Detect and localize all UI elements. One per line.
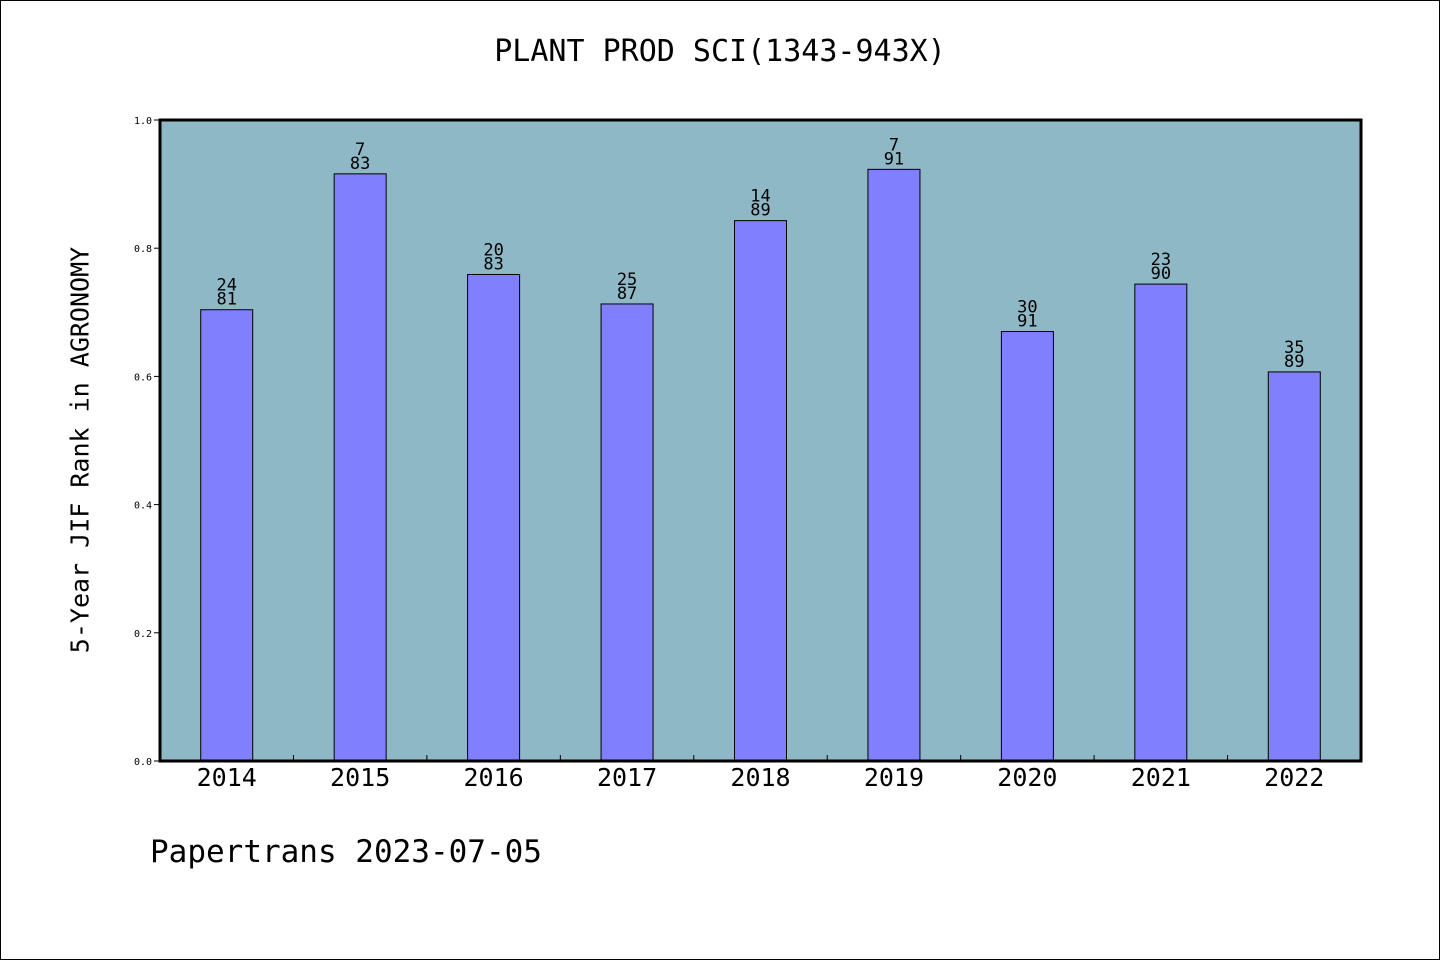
bar-2014 <box>200 309 254 762</box>
bar-2016 <box>467 273 521 762</box>
bar-2017 <box>600 303 654 762</box>
footer-text: Papertrans 2023-07-05 <box>150 834 542 870</box>
data-label-total-2016: 83 <box>483 254 503 274</box>
data-label-total-2015: 83 <box>350 154 370 174</box>
bar-2021 <box>1134 283 1188 762</box>
bar-2018 <box>734 220 787 762</box>
data-label-rank-2021: 23 <box>1151 250 1171 270</box>
y-tick-label-0.0: 0.0 <box>134 757 152 768</box>
y-tick-label-0.4: 0.4 <box>134 501 152 512</box>
data-label-total-2017: 87 <box>617 284 637 304</box>
y-tick-label-0.8: 0.8 <box>134 244 152 255</box>
bar-2020 <box>1000 331 1054 762</box>
data-label-total-2019: 91 <box>884 149 904 169</box>
x-tick-label-2015: 2015 <box>330 763 390 792</box>
data-label-total-2014: 81 <box>216 290 236 310</box>
x-tick-label-2020: 2020 <box>997 763 1057 792</box>
data-label-rank-2019: 7 <box>889 135 899 155</box>
x-tick-label-2016: 2016 <box>464 763 524 792</box>
data-label-rank-2017: 25 <box>617 270 637 290</box>
bar-2015 <box>333 173 387 762</box>
data-label-rank-2020: 30 <box>1017 298 1037 318</box>
x-tick-label-2021: 2021 <box>1131 763 1191 792</box>
y-tick-label-0.2: 0.2 <box>134 629 152 640</box>
x-tick-label-2014: 2014 <box>197 763 257 792</box>
y-tick-label-0.6: 0.6 <box>134 372 152 383</box>
y-tick-label-1.0: 1.0 <box>134 116 152 127</box>
bar-2022 <box>1267 371 1321 762</box>
plot-border <box>158 118 1363 763</box>
data-label-rank-2018: 14 <box>750 187 770 207</box>
data-label-rank-2014: 24 <box>216 276 236 296</box>
data-label-total-2022: 89 <box>1284 352 1304 372</box>
bars-group <box>200 168 1321 762</box>
x-tick-label-2018: 2018 <box>730 763 790 792</box>
data-label-rank-2016: 20 <box>483 240 503 260</box>
x-tick-label-2019: 2019 <box>864 763 924 792</box>
data-label-total-2021: 90 <box>1151 264 1171 284</box>
bar-2019 <box>867 168 921 762</box>
chart-title: PLANT PROD SCI(1343-943X) <box>494 34 946 69</box>
data-label-total-2018: 89 <box>750 201 770 221</box>
data-label-total-2020: 91 <box>1017 312 1037 332</box>
axes-group: 2014 2015 2016 2017 2018 2019 2020 2021 20220.00… <box>134 116 1363 792</box>
x-tick-label-2022: 2022 <box>1264 763 1324 792</box>
data-label-rank-2015: 7 <box>355 140 365 160</box>
data-label-rank-2022: 35 <box>1284 338 1304 358</box>
x-tick-label-2017: 2017 <box>597 763 657 792</box>
